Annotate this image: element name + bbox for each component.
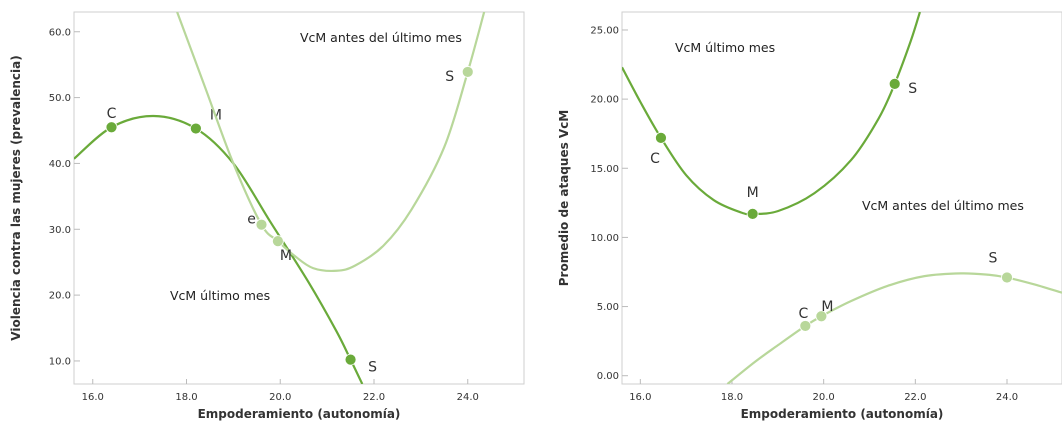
y-tick-label: 5.00 bbox=[597, 302, 619, 313]
x-tick-label: 20.0 bbox=[269, 392, 291, 403]
x-tick-label: 24.0 bbox=[457, 392, 479, 403]
x-tick-label: 20.0 bbox=[813, 392, 835, 403]
data-point-S bbox=[344, 353, 357, 366]
x-tick-label: 18.0 bbox=[175, 392, 197, 403]
y-tick-label: 25.00 bbox=[590, 25, 619, 36]
y-axis-title: Promedio de ataques VcM bbox=[557, 110, 571, 287]
data-point-label: S bbox=[368, 360, 377, 376]
data-point-M bbox=[746, 208, 759, 220]
x-tick-label: 16.0 bbox=[82, 392, 104, 403]
data-point-label: S bbox=[908, 81, 917, 97]
x-tick-label: 16.0 bbox=[629, 392, 651, 403]
data-point-S bbox=[1001, 271, 1013, 284]
fit-curve-series-1 bbox=[74, 114, 364, 384]
data-point-C bbox=[105, 121, 118, 134]
y-axis-title: Violencia contra las mujeres (prevalenci… bbox=[9, 55, 23, 340]
x-axis-title: Empoderamiento (autonomía) bbox=[741, 407, 944, 421]
region-annotation: VcM último mes bbox=[675, 40, 775, 55]
data-point-C bbox=[799, 320, 812, 332]
x-tick-label: 22.0 bbox=[363, 392, 385, 403]
data-point-label: M bbox=[280, 248, 292, 264]
data-point-label: S bbox=[989, 251, 998, 267]
y-tick-label: 20.0 bbox=[49, 291, 71, 302]
chart-panel-2: 16.0 18.0 20.0 22.0 24.0 0.00 5.00 10.00 15.00 20… bbox=[557, 11, 1062, 421]
data-point-label: M bbox=[821, 299, 833, 315]
y-tick-label: 60.0 bbox=[49, 27, 71, 38]
data-point-label: C bbox=[107, 106, 117, 122]
y-tick-label: 0.00 bbox=[597, 371, 619, 382]
data-point-M bbox=[189, 122, 202, 135]
y-tick-label: 30.0 bbox=[49, 225, 71, 236]
data-point-label: C bbox=[798, 306, 808, 322]
fit-curve-series-2 bbox=[176, 12, 486, 272]
y-tick-label: 20.00 bbox=[590, 95, 619, 106]
data-point-label: S bbox=[445, 69, 454, 85]
y-tick-label: 10.00 bbox=[590, 233, 619, 244]
region-annotation: VcM antes del último mes bbox=[862, 198, 1024, 213]
data-point-label: M bbox=[747, 185, 759, 201]
plot-frame bbox=[73, 11, 525, 385]
x-axis-title: Empoderamiento (autonomía) bbox=[198, 407, 401, 421]
x-tick-label: 22.0 bbox=[904, 392, 926, 403]
data-point-label: e bbox=[247, 212, 256, 228]
data-point-C bbox=[655, 131, 667, 144]
x-tick-label: 24.0 bbox=[996, 392, 1018, 403]
chart-panel-1: 16.0 18.0 20.0 22.0 24.0 10.0 20.0 30.0 40.0 50.0… bbox=[9, 11, 525, 421]
region-annotation: VcM antes del último mes bbox=[300, 30, 462, 45]
data-point-e bbox=[255, 218, 268, 231]
data-point-S bbox=[461, 66, 474, 78]
y-tick-label: 40.0 bbox=[49, 159, 71, 170]
data-point-label: C bbox=[650, 151, 660, 167]
fit-curve-series-2 bbox=[726, 272, 1062, 384]
x-tick-label: 18.0 bbox=[721, 392, 743, 403]
y-tick-label: 50.0 bbox=[49, 93, 71, 104]
data-point-S bbox=[888, 78, 901, 90]
y-tick-label: 10.0 bbox=[49, 356, 71, 367]
data-point-M bbox=[815, 310, 828, 323]
region-annotation: VcM último mes bbox=[170, 288, 270, 303]
plot-frame bbox=[621, 11, 1062, 385]
data-point-M bbox=[272, 235, 284, 248]
y-tick-label: 15.00 bbox=[590, 164, 619, 175]
